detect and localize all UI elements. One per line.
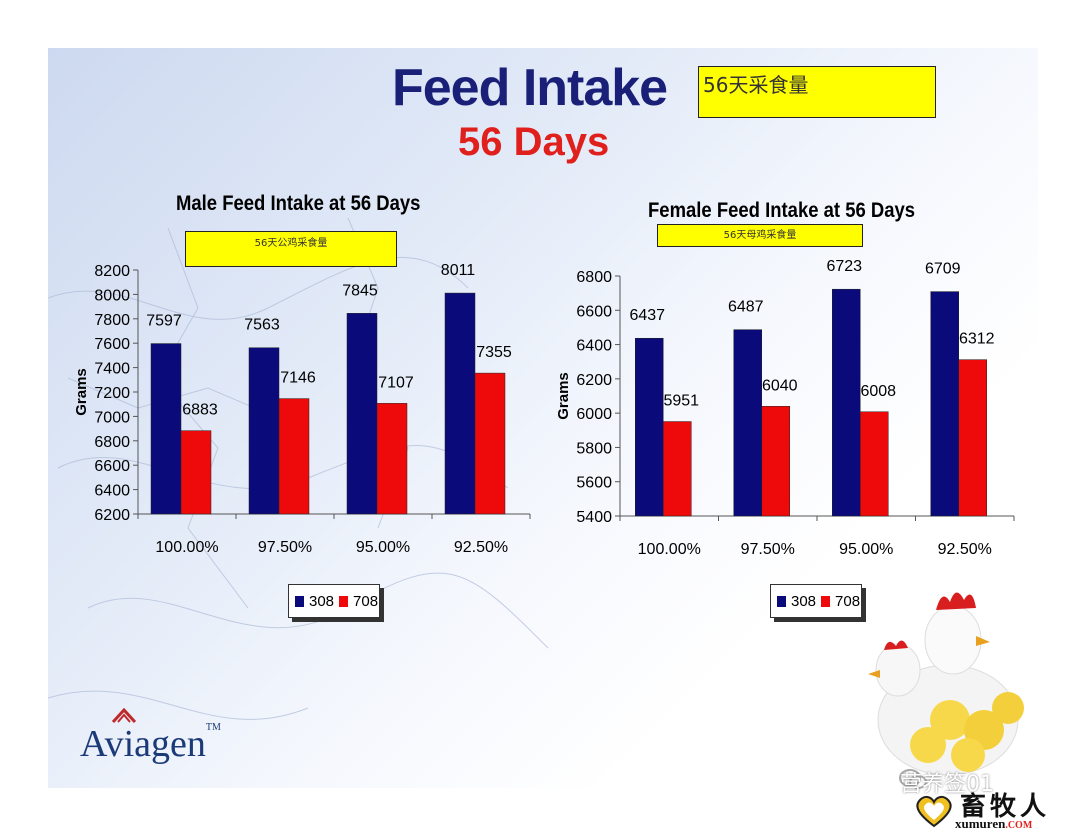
y-tick-label: 6400	[576, 338, 612, 355]
y-axis-title: Grams	[555, 372, 572, 420]
data-label-308: 6437	[629, 307, 665, 324]
wechat-icon	[899, 769, 927, 789]
y-tick-label: 8200	[94, 263, 130, 280]
y-tick-label: 7200	[94, 385, 130, 402]
legend-308-swatch	[295, 595, 304, 607]
data-label-308: 6487	[728, 299, 764, 316]
x-tick-label: 92.50%	[938, 541, 992, 558]
legend-708-swatch	[821, 595, 831, 607]
y-tick-label: 5600	[576, 475, 612, 492]
y-tick-label: 6600	[576, 303, 612, 320]
x-tick-label: 97.50%	[258, 539, 312, 556]
data-label-308: 8011	[441, 262, 476, 279]
data-label-308: 7563	[244, 317, 280, 334]
legend-308-label: 308	[791, 592, 817, 610]
y-tick-label: 6600	[94, 458, 130, 475]
female-chart-title: Female Feed Intake at 56 Days	[648, 199, 916, 222]
y-tick-label: 6200	[576, 372, 612, 389]
data-label-308: 6709	[925, 261, 961, 278]
female-chart-note-cn: 56天母鸡采食量	[657, 224, 863, 247]
title-note-cn: 56天采食量	[698, 66, 936, 118]
data-label-708: 7146	[280, 370, 316, 387]
page-title: Feed Intake	[392, 59, 668, 117]
y-tick-label: 8000	[94, 287, 130, 304]
bar-308	[444, 292, 476, 515]
y-tick-label: 5800	[576, 440, 612, 457]
y-tick-label: 6400	[94, 483, 130, 500]
y-tick-label: 6200	[94, 507, 130, 524]
bar-708	[474, 372, 506, 515]
data-label-708: 6312	[959, 331, 995, 348]
legend-708-label: 708	[353, 592, 379, 610]
heart-logo-icon	[916, 795, 952, 828]
aviagen-logo: AviagenTM	[80, 722, 221, 766]
male-chart-note-cn: 56天公鸡采食量	[185, 231, 397, 267]
male-chart-title: Male Feed Intake at 56 Days	[176, 192, 421, 215]
y-tick-label: 6800	[94, 434, 130, 451]
bar-708	[180, 430, 212, 515]
bar-308	[346, 313, 378, 515]
x-tick-label: 95.00%	[839, 541, 893, 558]
bar-708	[376, 403, 408, 515]
page-subtitle: 56 Days	[458, 120, 610, 164]
data-label-708: 6008	[860, 383, 896, 400]
legend-708-swatch	[339, 595, 349, 607]
male-chart-legend: 308 708	[288, 584, 380, 618]
bar-708	[958, 359, 987, 517]
bar-308	[832, 288, 861, 517]
bar-708	[663, 421, 692, 517]
data-label-708: 6040	[762, 377, 798, 394]
logo-tm: TM	[205, 722, 221, 733]
x-tick-label: 92.50%	[454, 539, 508, 556]
data-label-308: 7845	[342, 282, 378, 299]
y-tick-label: 6000	[576, 406, 612, 423]
site-url: xumuren.COM	[955, 816, 1032, 832]
data-label-708: 7355	[476, 344, 512, 361]
y-tick-label: 6800	[576, 269, 612, 286]
legend-308-swatch	[777, 595, 786, 607]
bar-308	[733, 329, 762, 517]
x-tick-label: 100.00%	[155, 539, 218, 556]
chicken-photo-icon	[868, 592, 1024, 776]
legend-708-label: 708	[835, 592, 861, 610]
y-tick-label: 7800	[94, 312, 130, 329]
bar-308	[248, 347, 280, 515]
bar-708	[761, 406, 790, 517]
x-tick-label: 100.00%	[638, 541, 701, 558]
watermark-text: 营养签01	[900, 772, 994, 797]
site-name: 畜牧人	[960, 792, 1051, 822]
y-tick-label: 7600	[94, 336, 130, 353]
x-tick-label: 95.00%	[356, 539, 410, 556]
legend-308-label: 308	[309, 592, 335, 610]
bar-708	[860, 411, 889, 517]
logo-text: Aviagen	[80, 723, 206, 765]
data-label-708: 7107	[378, 374, 414, 391]
female-chart-legend: 308 708	[770, 584, 862, 618]
site-url-tld: .COM	[1005, 820, 1033, 831]
bar-308	[150, 343, 182, 515]
y-tick-label: 7400	[94, 361, 130, 378]
y-tick-label: 5400	[576, 509, 612, 526]
data-label-308: 6723	[826, 258, 862, 275]
bar-308	[930, 291, 959, 517]
bar-308	[635, 337, 664, 517]
site-url-domain: xumuren	[955, 816, 1006, 831]
data-label-308: 7597	[146, 313, 182, 330]
data-label-708: 6883	[182, 402, 218, 419]
y-axis-title: Grams	[73, 368, 90, 416]
aviagen-logo-icon	[111, 708, 137, 724]
bar-708	[278, 398, 310, 515]
x-tick-label: 97.50%	[741, 541, 795, 558]
data-label-708: 5951	[663, 393, 699, 410]
y-tick-label: 7000	[94, 409, 130, 426]
